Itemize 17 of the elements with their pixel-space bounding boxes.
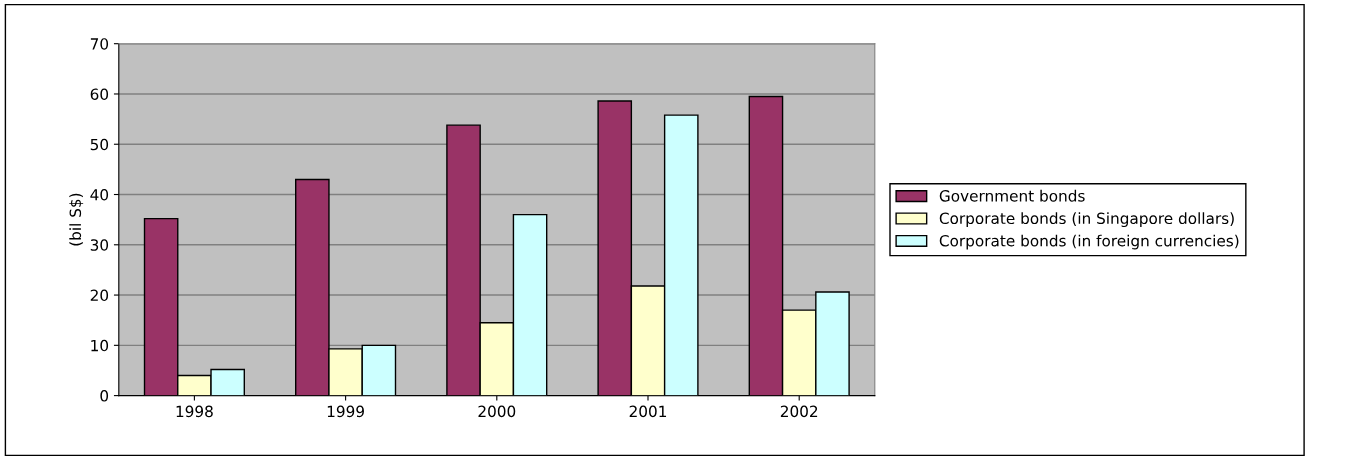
x-tick-label: 1999: [327, 405, 364, 418]
x-tick-label: 2002: [780, 405, 818, 418]
x-tick-label: 2000: [478, 405, 516, 418]
y-tick-label: 60: [90, 88, 109, 100]
y-tick-label: 30: [90, 239, 109, 251]
y-tick-label: 10: [91, 339, 109, 352]
x-tick-label: 2001: [629, 405, 667, 418]
legend-label: Government bonds: [939, 189, 1085, 202]
x-tick-label: 1998: [176, 405, 213, 418]
legend-label: Corporate bonds (in foreign currencies): [939, 234, 1239, 250]
y-tick-label: 70: [90, 38, 109, 50]
y-tick-label: 20: [90, 289, 109, 302]
y-axis-title: (bil S$): [69, 193, 84, 246]
legend-label: Corporate bonds (in Singapore dollars): [939, 212, 1234, 228]
y-tick-label: 0: [100, 390, 109, 402]
y-tick-label: 40: [90, 188, 109, 201]
y-tick-label: 50: [90, 138, 109, 151]
